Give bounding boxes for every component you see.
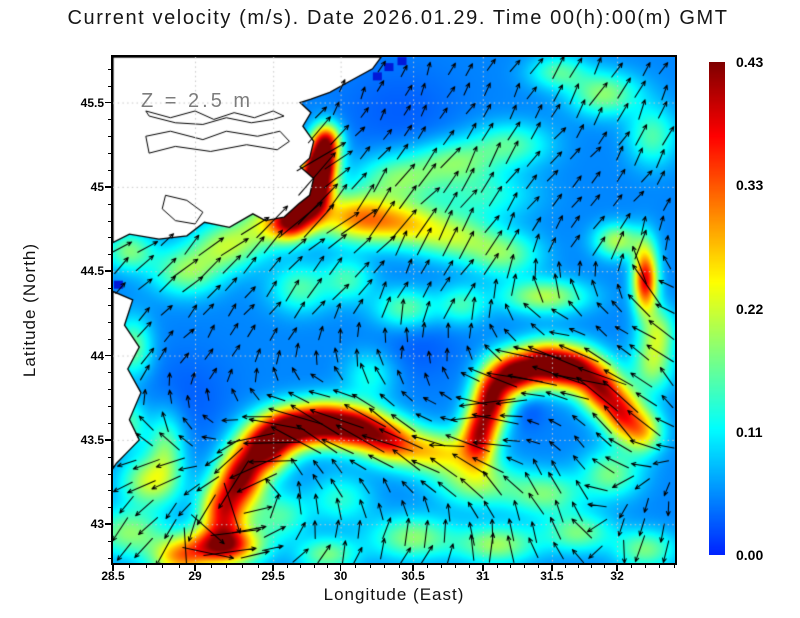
x-minor-tick <box>427 565 429 568</box>
x-major-tick <box>482 565 484 571</box>
y-tick-label: 43 <box>90 517 104 532</box>
x-major-tick <box>194 565 196 571</box>
y-tick-label: 43.5 <box>80 432 104 447</box>
x-minor-tick <box>468 565 470 568</box>
y-major-tick <box>105 270 111 272</box>
x-minor-tick <box>564 565 566 568</box>
y-minor-tick <box>108 68 111 70</box>
y-minor-tick <box>108 338 111 340</box>
y-axis-title: Latitude (North) <box>20 242 39 378</box>
colorbar-gradient <box>709 62 725 555</box>
y-minor-tick <box>108 372 111 374</box>
x-minor-tick <box>210 565 212 568</box>
y-minor-tick <box>108 473 111 475</box>
x-minor-tick <box>440 565 442 568</box>
colorbar-tick-label: 0.43 <box>736 54 764 70</box>
plot-title: Current velocity (m/s). Date 2026.01.29.… <box>67 7 729 29</box>
colorbar-tick-label: 0.22 <box>736 300 764 317</box>
x-tick-label: 30.5 <box>401 569 425 583</box>
y-tick-label: 44.5 <box>80 264 104 279</box>
colorbar-tick-label: 0.33 <box>736 177 764 194</box>
x-major-tick <box>339 565 342 571</box>
x-minor-tick <box>327 565 329 568</box>
x-tick-label: 29 <box>188 569 202 583</box>
x-minor-tick <box>145 565 147 568</box>
depth-annotation: Z = 2.5 m <box>141 90 254 112</box>
x-major-tick <box>616 565 618 571</box>
x-minor-tick <box>645 565 647 568</box>
y-minor-tick <box>108 490 111 492</box>
x-minor-tick <box>241 565 243 568</box>
y-major-tick <box>105 354 111 357</box>
x-minor-tick <box>454 565 456 568</box>
x-minor-tick <box>577 565 579 568</box>
y-minor-tick <box>108 288 111 290</box>
y-major-tick <box>105 439 111 441</box>
x-major-tick <box>412 565 414 571</box>
y-minor-tick <box>108 406 111 408</box>
x-minor-tick <box>398 565 400 568</box>
x-minor-tick <box>369 565 371 568</box>
x-minor-tick <box>510 565 512 568</box>
x-tick-label: 31.5 <box>540 569 564 583</box>
y-minor-tick <box>108 85 111 87</box>
y-minor-tick <box>108 136 111 138</box>
x-minor-tick <box>384 565 386 568</box>
y-minor-tick <box>108 237 111 239</box>
y-minor-tick <box>108 254 111 256</box>
x-tick-label: 28.5 <box>101 569 125 583</box>
x-minor-tick <box>257 565 259 568</box>
y-minor-tick <box>108 389 111 391</box>
colorbar-tick-label: 0.11 <box>736 423 763 440</box>
y-minor-tick <box>108 456 111 458</box>
y-tick-label: 45.5 <box>80 95 104 110</box>
x-minor-tick <box>496 565 498 568</box>
x-minor-tick <box>162 565 164 568</box>
x-minor-tick <box>355 565 357 568</box>
x-minor-tick <box>524 565 526 568</box>
x-tick-label: 29.5 <box>261 569 285 583</box>
x-minor-tick <box>591 565 593 568</box>
x-minor-tick <box>300 565 302 568</box>
x-minor-tick <box>129 565 131 568</box>
x-tick-label: 31 <box>476 569 490 583</box>
velocity-field-map <box>111 55 677 565</box>
x-minor-tick <box>673 565 675 568</box>
x-major-tick <box>272 565 274 571</box>
y-minor-tick <box>108 119 111 121</box>
y-major-tick <box>105 101 111 104</box>
x-minor-tick <box>286 565 288 568</box>
x-minor-tick <box>604 565 606 568</box>
x-major-tick <box>112 565 114 571</box>
y-minor-tick <box>108 170 111 171</box>
y-major-tick <box>105 186 111 188</box>
y-minor-tick <box>108 203 111 205</box>
x-minor-tick <box>631 565 633 568</box>
y-minor-tick <box>108 304 111 306</box>
y-minor-tick <box>108 541 111 543</box>
x-minor-tick <box>178 565 180 568</box>
y-tick-label: 45 <box>90 179 104 194</box>
x-major-tick <box>551 565 553 571</box>
y-minor-tick <box>108 557 111 559</box>
x-tick-label: 30 <box>333 569 348 583</box>
colorbar-tick-label: 0.00 <box>736 547 764 563</box>
x-axis-title: Longitude (East) <box>323 585 465 604</box>
x-tick-label: 32 <box>610 569 624 583</box>
y-major-tick <box>105 523 111 525</box>
y-tick-label: 44 <box>90 348 104 363</box>
x-minor-tick <box>538 565 540 568</box>
y-minor-tick <box>108 321 111 323</box>
y-minor-tick <box>108 507 111 509</box>
y-minor-tick <box>108 153 111 155</box>
x-minor-tick <box>313 565 315 568</box>
y-minor-tick <box>108 423 111 424</box>
x-minor-tick <box>226 565 228 568</box>
y-minor-tick <box>108 220 111 222</box>
x-minor-tick <box>659 565 661 568</box>
